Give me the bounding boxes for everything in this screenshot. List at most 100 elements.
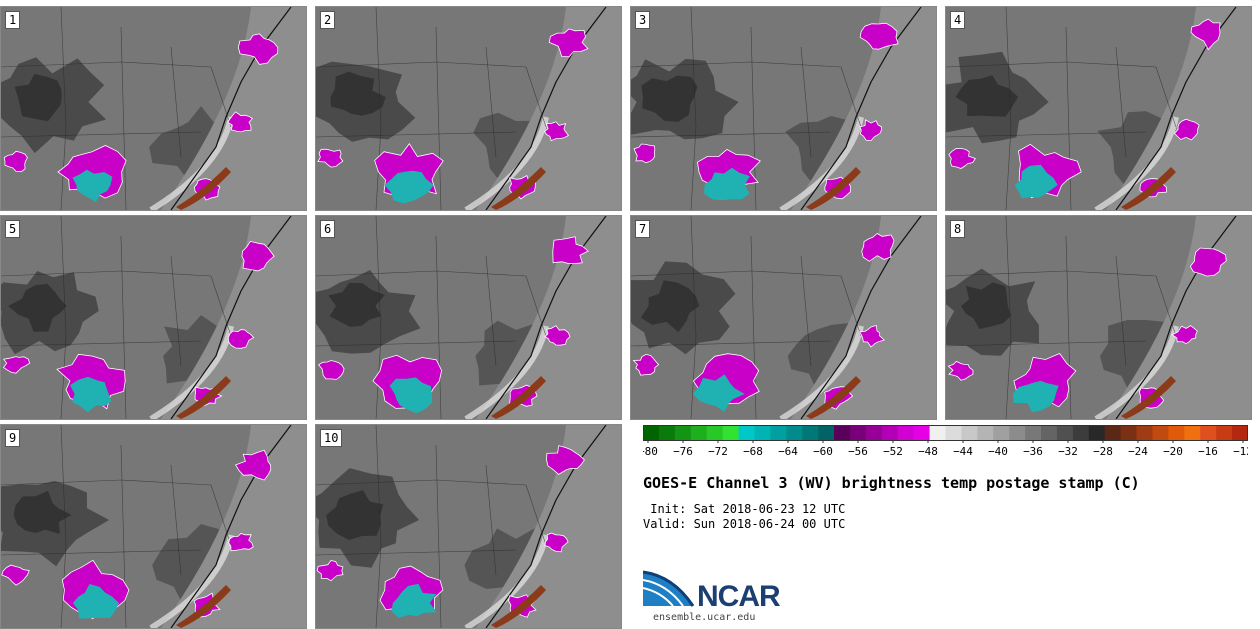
water-vapor-map xyxy=(631,7,936,210)
state-boundary xyxy=(690,7,697,210)
colorbar-frame xyxy=(643,425,1248,441)
warm-dry-strip xyxy=(176,585,231,628)
state-boundary xyxy=(170,255,182,367)
panel-number-label: 10 xyxy=(320,429,343,447)
state-boundary xyxy=(210,275,232,337)
state-boundary xyxy=(1005,7,1012,210)
colorbar-swatch xyxy=(993,425,1010,440)
ncar-logo-icon xyxy=(643,570,695,607)
coastline xyxy=(800,7,922,210)
deep-convection-cloud xyxy=(316,560,344,582)
state-boundary xyxy=(120,26,127,210)
water-vapor-map xyxy=(946,216,1251,419)
moist-plume xyxy=(464,116,549,210)
colorbar-swatch xyxy=(643,425,660,440)
cold-cloud-top xyxy=(692,374,745,412)
colorbar-swatch xyxy=(802,425,819,440)
colorbar-swatch xyxy=(849,425,867,440)
state-boundary xyxy=(485,255,497,367)
init-time: Init: Sat 2018-06-23 12 UTC xyxy=(643,502,846,516)
cold-cloud-top xyxy=(72,169,113,202)
ocean-moisture-band xyxy=(1106,7,1251,210)
colorbar-tick-label: −32 xyxy=(1058,445,1078,458)
dry-air-core xyxy=(8,283,67,332)
panel-number-label: 2 xyxy=(320,11,336,29)
colorbar-tick-label: −68 xyxy=(743,445,763,458)
cold-cloud-top xyxy=(391,583,437,618)
state-boundary xyxy=(1155,66,1177,128)
moist-plume xyxy=(779,325,864,419)
ocean-moisture-band xyxy=(476,7,621,210)
state-boundary xyxy=(60,216,67,419)
colorbar-swatch xyxy=(706,425,724,440)
state-boundary xyxy=(210,66,232,128)
postage-stamp-panel: 8 xyxy=(945,215,1252,420)
deep-convection-cloud xyxy=(228,533,254,552)
colorbar-swatch xyxy=(913,425,931,440)
state-boundary xyxy=(690,216,697,419)
water-vapor-map xyxy=(316,7,621,210)
colorbar-tick-label: −76 xyxy=(673,445,693,458)
state-boundary xyxy=(800,255,812,367)
deep-convection-cloud xyxy=(227,329,255,349)
state-boundary xyxy=(316,270,527,277)
moist-plume xyxy=(1094,325,1179,419)
dry-air-core xyxy=(328,282,385,327)
state-boundary xyxy=(170,46,182,158)
colorbar-swatch xyxy=(770,425,787,440)
state-boundary xyxy=(375,425,382,628)
state-boundary xyxy=(210,484,232,546)
deep-convection-cloud xyxy=(1,564,30,586)
colorbar-tick-label: −72 xyxy=(708,445,728,458)
state-boundary xyxy=(120,235,127,419)
dry-air-core xyxy=(14,74,62,122)
colorbar-swatch xyxy=(881,425,899,440)
deep-convection-cloud xyxy=(552,236,589,265)
state-boundary xyxy=(485,46,497,158)
state-boundary xyxy=(525,66,547,128)
colorbar-swatch xyxy=(1120,425,1138,440)
coastline xyxy=(1115,7,1237,210)
panel-number-label: 4 xyxy=(950,11,966,29)
state-boundary xyxy=(435,235,442,419)
colorbar-tick-label: −12 xyxy=(1233,445,1248,458)
state-boundary xyxy=(375,216,382,419)
panel-number-label: 7 xyxy=(635,220,651,238)
state-boundary xyxy=(1,549,202,556)
colorbar-swatch xyxy=(961,425,978,440)
postage-stamp-panel: 10 xyxy=(315,424,622,629)
warm-dry-strip xyxy=(176,167,231,210)
colorbar-swatch xyxy=(834,425,851,440)
state-boundary xyxy=(946,131,1147,138)
state-boundary xyxy=(1,270,212,277)
deep-convection-cloud xyxy=(546,445,585,475)
colorbar-swatch xyxy=(897,425,915,440)
state-boundary xyxy=(631,131,832,138)
warm-dry-strip xyxy=(806,376,861,419)
colorbar-tick-label: −44 xyxy=(953,445,973,458)
deep-convection-cloud xyxy=(632,353,660,376)
colorbar-tick-label: −60 xyxy=(813,445,833,458)
postage-stamp-panel: 3 xyxy=(630,6,937,211)
moist-plume xyxy=(149,534,234,628)
colorbar-swatch xyxy=(977,425,994,440)
moist-plume xyxy=(464,325,549,419)
colorbar-tick-label: −24 xyxy=(1128,445,1148,458)
valid-time: Valid: Sun 2018-06-24 00 UTC xyxy=(643,517,846,531)
state-boundary xyxy=(840,275,862,337)
colorbar-swatch xyxy=(658,425,676,440)
deep-convection-cloud xyxy=(1190,18,1221,51)
colorbar-swatch xyxy=(754,425,771,440)
water-vapor-map xyxy=(631,216,936,419)
colorbar-tick-label: −28 xyxy=(1093,445,1113,458)
panel-number-label: 8 xyxy=(950,220,966,238)
deep-convection-cloud xyxy=(237,33,279,65)
state-boundary xyxy=(316,479,527,486)
postage-stamp-panel: 6 xyxy=(315,215,622,420)
state-boundary xyxy=(1,340,202,347)
warm-dry-strip xyxy=(491,376,546,419)
colorbar-swatch xyxy=(1025,425,1042,440)
state-boundary xyxy=(946,340,1147,347)
colorbar-tick-label: −80 xyxy=(643,445,658,458)
colorbar: −80 −76 −72 −68 −64 −60 −56 −52 −48 −44 −40 −36 −32 −… xyxy=(643,425,1248,458)
